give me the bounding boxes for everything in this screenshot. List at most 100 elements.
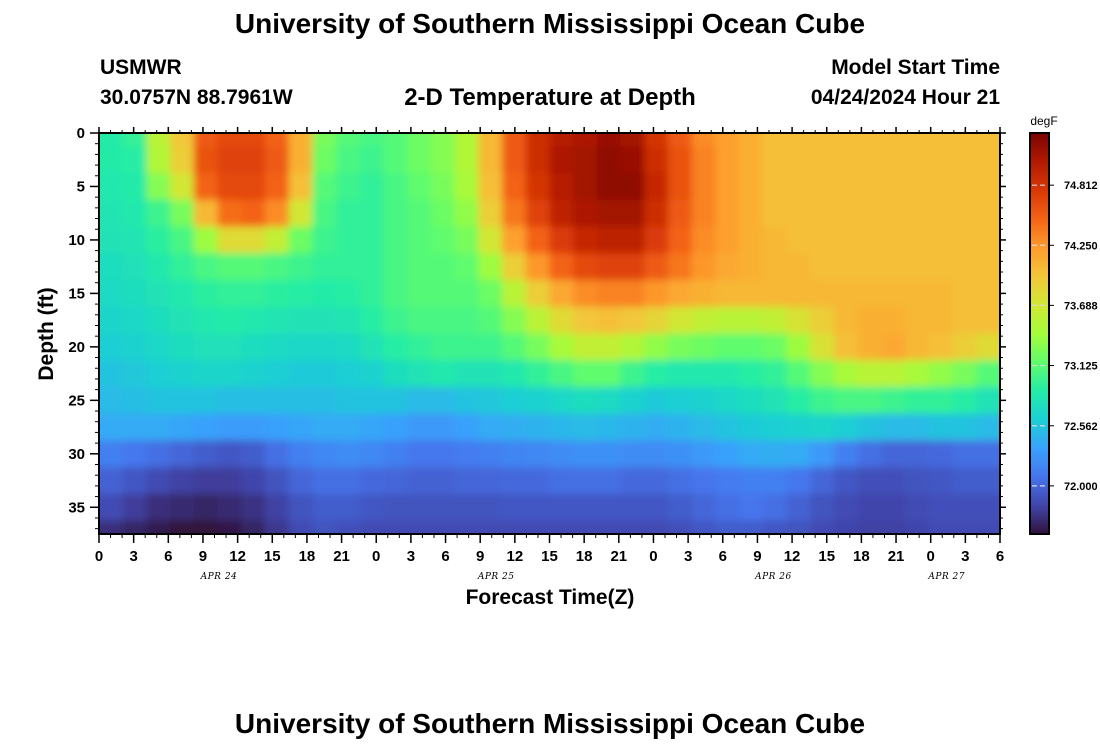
heatmap-cell: [715, 413, 740, 442]
heatmap-cell: [146, 253, 171, 281]
heatmap-cell: [952, 467, 977, 495]
heatmap-cell: [786, 333, 811, 361]
heatmap-cell: [454, 413, 479, 442]
heatmap-cell: [193, 333, 219, 361]
heatmap-cell: [691, 173, 717, 201]
heatmap-cell: [857, 226, 883, 254]
y-tick-label: 25: [68, 392, 85, 409]
heatmap-cell: [146, 146, 171, 174]
heatmap-cell: [834, 253, 859, 281]
heatmap-cell: [715, 173, 740, 201]
heatmap-cell: [668, 333, 693, 361]
heatmap-cell: [834, 199, 859, 228]
heatmap-cell: [99, 253, 124, 281]
heatmap-cell: [193, 226, 219, 254]
heatmap-cell: [857, 173, 883, 201]
heatmap-cell: [905, 467, 930, 495]
heatmap-cell: [952, 520, 977, 534]
heatmap-cell: [810, 280, 835, 308]
heatmap-cell: [549, 173, 574, 201]
heatmap-cell: [596, 360, 622, 388]
x-tick-label: 21: [333, 548, 350, 565]
heatmap-cell: [502, 306, 527, 335]
heatmap-cell: [928, 133, 954, 147]
heatmap-cell: [620, 133, 645, 147]
heatmap-cell: [217, 280, 242, 308]
heatmap-cell: [620, 173, 645, 201]
heatmap-cell: [383, 440, 408, 468]
heatmap-cell: [170, 333, 195, 361]
heatmap-cell: [810, 133, 835, 147]
heatmap-cell: [383, 133, 408, 147]
heatmap-cell: [715, 133, 740, 147]
x-tick-label: 18: [576, 548, 593, 565]
heatmap-cell: [905, 413, 930, 442]
heatmap-cell: [573, 280, 598, 308]
heatmap-cell: [620, 440, 645, 468]
heatmap-cell: [264, 520, 290, 534]
heatmap-cell: [478, 253, 503, 281]
heatmap-cell: [857, 146, 883, 174]
heatmap-cell: [478, 386, 503, 415]
heatmap-cell: [952, 440, 977, 468]
heatmap-cell: [739, 440, 764, 468]
heatmap-cell: [502, 493, 527, 522]
heatmap-cell: [644, 467, 669, 495]
y-tick-label: 0: [77, 125, 85, 142]
heatmap-cell: [122, 173, 148, 201]
heatmap-cell: [786, 306, 811, 335]
heatmap-cell: [691, 253, 717, 281]
heatmap-cell: [146, 306, 171, 335]
heatmap-cell: [264, 333, 290, 361]
heatmap-cell: [312, 226, 337, 254]
heatmap-cell: [502, 226, 527, 254]
heatmap-cell: [976, 253, 1000, 281]
heatmap-cell: [383, 386, 408, 415]
heatmap-cell: [762, 493, 788, 522]
y-axis-label: Depth (ft): [35, 287, 58, 380]
heatmap-cell: [976, 333, 1000, 361]
heatmap-cell: [573, 467, 598, 495]
heatmap-cell: [454, 467, 479, 495]
heatmap-cell: [217, 173, 242, 201]
heatmap-cell: [264, 173, 290, 201]
y-tick-label: 35: [68, 499, 85, 516]
heatmap-cell: [312, 467, 337, 495]
heatmap-cell: [928, 493, 954, 522]
heatmap-cell: [99, 386, 124, 415]
heatmap-cell: [359, 333, 385, 361]
heatmap-cell: [217, 520, 242, 534]
heatmap-cell: [525, 333, 551, 361]
heatmap-cell: [407, 440, 432, 468]
heatmap-cell: [905, 386, 930, 415]
heatmap-cell: [430, 280, 456, 308]
heatmap-cell: [383, 360, 408, 388]
date-label: APR 27: [927, 572, 965, 582]
heatmap-cell: [454, 173, 479, 201]
heatmap-cell: [359, 280, 385, 308]
heatmap-cell: [525, 413, 551, 442]
heatmap-cell: [952, 360, 977, 388]
heatmap-cell: [928, 146, 954, 174]
heatmap-cell: [478, 467, 503, 495]
heatmap-cell: [502, 440, 527, 468]
heatmap-cell: [739, 133, 764, 147]
heatmap-cell: [454, 360, 479, 388]
heatmap-cell: [644, 360, 669, 388]
heatmap-cell: [881, 360, 906, 388]
heatmap-cell: [976, 440, 1000, 468]
heatmap-cell: [834, 306, 859, 335]
x-axis-label: Forecast Time(Z): [466, 586, 635, 609]
heatmap-cell: [857, 440, 883, 468]
heatmap-cell: [407, 146, 432, 174]
heatmap-cell: [99, 520, 124, 534]
heatmap-cell: [383, 520, 408, 534]
heatmap-cell: [288, 253, 313, 281]
heatmap-cell: [478, 520, 503, 534]
heatmap-cell: [264, 146, 290, 174]
heatmap-cell: [762, 280, 788, 308]
heatmap-cell: [620, 306, 645, 335]
heatmap-cell: [430, 360, 456, 388]
heatmap-cell: [834, 520, 859, 534]
heatmap-cell: [359, 386, 385, 415]
